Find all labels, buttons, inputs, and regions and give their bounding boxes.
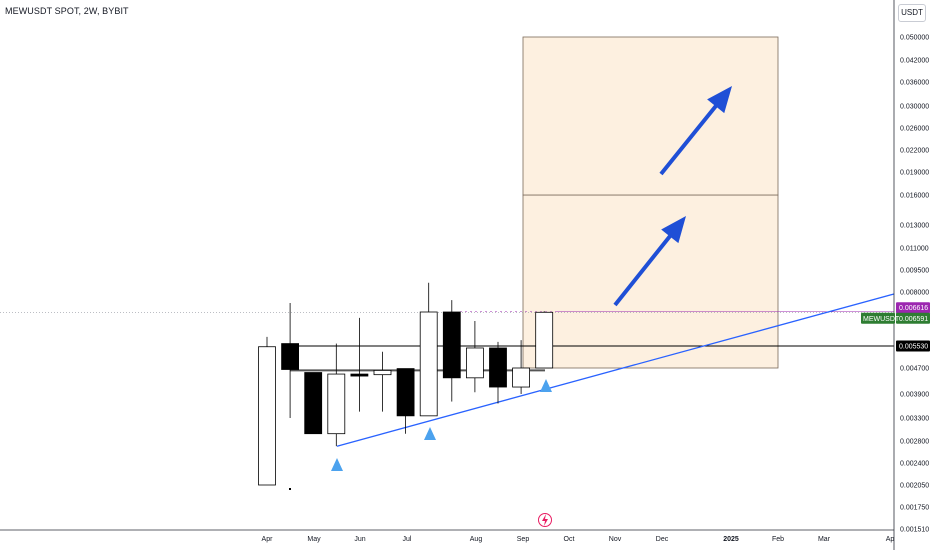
- price-tick: 0.008000: [900, 290, 929, 297]
- time-tick: Nov: [609, 536, 622, 543]
- currency-button[interactable]: USDT: [898, 4, 926, 22]
- time-tick: Feb: [772, 536, 784, 543]
- target-zones: [522, 36, 779, 369]
- candle: [327, 373, 346, 435]
- price-tick: 0.004700: [900, 366, 929, 373]
- arrow-up: [613, 216, 686, 307]
- candle: [304, 372, 323, 435]
- annotations: [331, 86, 732, 527]
- price-tick: 0.001750: [900, 505, 929, 512]
- price-tick: 0.019000: [900, 170, 929, 177]
- price-tick: 0.009500: [900, 268, 929, 275]
- price-tick: 0.011000: [900, 246, 929, 253]
- dot-mark: [289, 488, 291, 490]
- trendline-layer: [336, 293, 895, 447]
- high-price-tag-value: 0.006616: [899, 305, 928, 312]
- price-tick: 0.003300: [900, 416, 929, 423]
- target-zone-2: [522, 36, 779, 196]
- price-tick: 0.002800: [900, 439, 929, 446]
- candles: [258, 282, 554, 490]
- price-tick: 0.016000: [900, 193, 929, 200]
- current-price-tag-value: 0.006591: [899, 316, 928, 323]
- time-tick: Sep: [517, 536, 530, 543]
- resistance-price-tag-value: 0.005530: [899, 344, 928, 351]
- symbol-chip: MEWUSDT: [861, 312, 900, 324]
- candle: [281, 343, 300, 370]
- time-tick: Jun: [354, 536, 365, 543]
- price-tick: 0.022000: [900, 148, 929, 155]
- price-tick: 0.050000: [900, 35, 929, 42]
- time-tick: Apr: [262, 536, 274, 543]
- price-tick: 0.003900: [900, 392, 929, 399]
- time-tick: Jul: [403, 536, 412, 543]
- price-tick: 0.036000: [900, 80, 929, 87]
- time-tick: Mar: [818, 536, 831, 543]
- candle: [535, 311, 554, 369]
- candle: [419, 311, 438, 417]
- time-axis[interactable]: Apr May Jun Jul Aug Sep Oct Nov Dec 2025 Feb Mar Ap: [0, 529, 895, 543]
- symbol-chip-label: MEWUSDT: [863, 316, 900, 323]
- price-tick: 0.030000: [900, 104, 929, 111]
- current-price-tag: 0.006591: [896, 312, 930, 324]
- high-price-tag: 0.006616: [896, 302, 930, 314]
- triangle-up: [540, 379, 552, 392]
- price-tick: 0.013000: [900, 223, 929, 230]
- candle: [512, 367, 530, 388]
- time-tick: Dec: [656, 536, 669, 543]
- candle: [465, 347, 484, 379]
- trendline: [336, 293, 895, 447]
- symbol-title[interactable]: MEWUSDT SPOT, 2W, BYBIT: [5, 6, 129, 16]
- candle: [373, 369, 392, 376]
- candle: [396, 368, 415, 417]
- price-axis[interactable]: 0.050000 0.042000 0.036000 0.030000 0.026000…: [893, 0, 929, 550]
- time-tick: Aug: [470, 536, 483, 543]
- price-tick: 0.042000: [900, 58, 929, 65]
- chart-header: MEWUSDT SPOT, 2W, BYBIT: [5, 6, 129, 16]
- candle: [489, 347, 507, 388]
- price-tick: 0.001510: [900, 527, 929, 534]
- time-tick: 2025: [723, 536, 739, 543]
- arrow-up: [659, 86, 732, 176]
- price-tick: 0.002400: [900, 461, 929, 468]
- lightning-icon: [538, 513, 552, 527]
- target-zone-1: [522, 194, 779, 369]
- time-tick: Ap: [886, 536, 895, 543]
- price-tick: 0.002050: [900, 483, 929, 490]
- resistance-price-tag: 0.005530: [896, 340, 930, 352]
- triangle-up: [424, 427, 436, 440]
- price-tags: 0.006616 0.006591 0.005530 MEWUSDT: [861, 302, 930, 352]
- candle: [258, 346, 276, 486]
- candle: [442, 311, 461, 379]
- triangle-up: [331, 458, 343, 471]
- time-tick: May: [307, 536, 321, 543]
- candle: [350, 373, 369, 377]
- time-tick: Oct: [564, 536, 575, 543]
- price-tick: 0.026000: [900, 126, 929, 133]
